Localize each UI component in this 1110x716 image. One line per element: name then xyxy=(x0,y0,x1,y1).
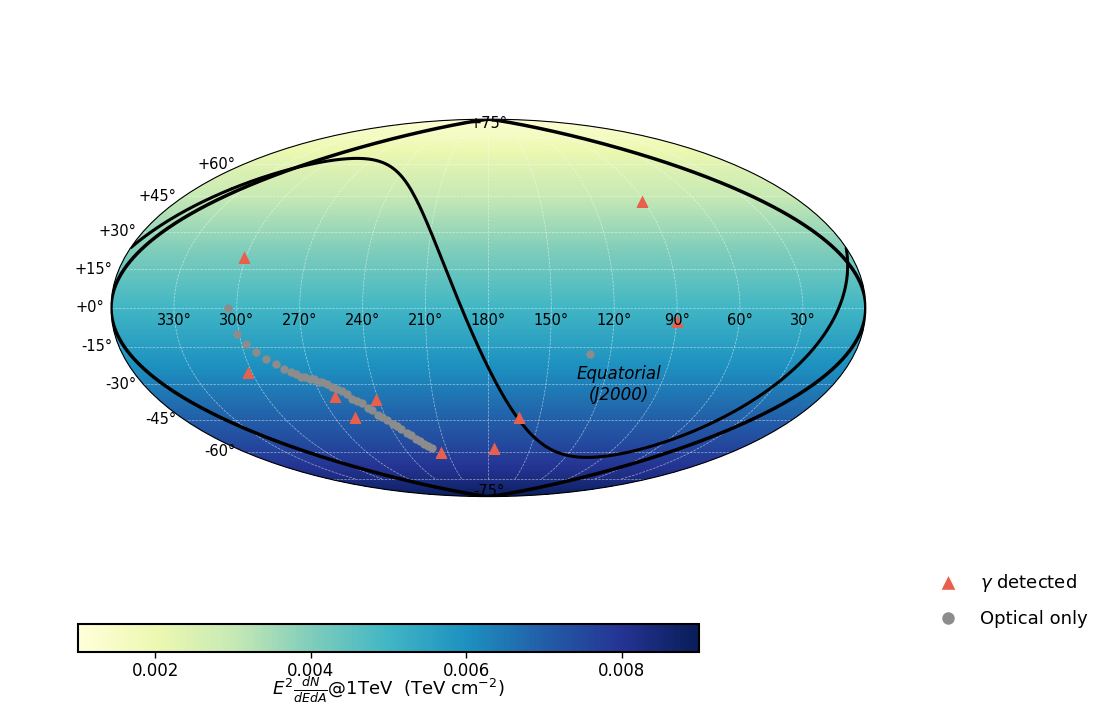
Text: 270°: 270° xyxy=(282,314,317,329)
Text: -60°: -60° xyxy=(204,444,235,459)
Text: -75°: -75° xyxy=(473,485,504,499)
Text: +45°: +45° xyxy=(139,189,176,204)
Text: 180°: 180° xyxy=(471,314,506,329)
Text: +15°: +15° xyxy=(74,262,112,277)
Text: +30°: +30° xyxy=(98,224,135,239)
Text: +75°: +75° xyxy=(470,117,507,131)
Text: +60°: +60° xyxy=(198,157,235,172)
Text: 120°: 120° xyxy=(596,314,632,329)
Text: 240°: 240° xyxy=(345,314,381,329)
Text: Equatorial
(J2000): Equatorial (J2000) xyxy=(576,364,662,404)
Text: $E^2 \frac{dN}{dEdA}$@1TeV  (TeV cm$^{-2}$): $E^2 \frac{dN}{dEdA}$@1TeV (TeV cm$^{-2}… xyxy=(272,676,505,705)
Text: 210°: 210° xyxy=(407,314,443,329)
Legend: $\gamma$ detected, Optical only: $\gamma$ detected, Optical only xyxy=(922,565,1096,635)
Text: 60°: 60° xyxy=(727,314,753,329)
Text: -45°: -45° xyxy=(145,412,176,427)
Text: -30°: -30° xyxy=(104,377,135,392)
Text: -15°: -15° xyxy=(81,339,112,354)
Text: 90°: 90° xyxy=(664,314,690,329)
Text: +0°: +0° xyxy=(75,301,104,315)
Text: 150°: 150° xyxy=(534,314,568,329)
Text: 30°: 30° xyxy=(790,314,816,329)
Text: 330°: 330° xyxy=(157,314,191,329)
Text: 300°: 300° xyxy=(220,314,254,329)
